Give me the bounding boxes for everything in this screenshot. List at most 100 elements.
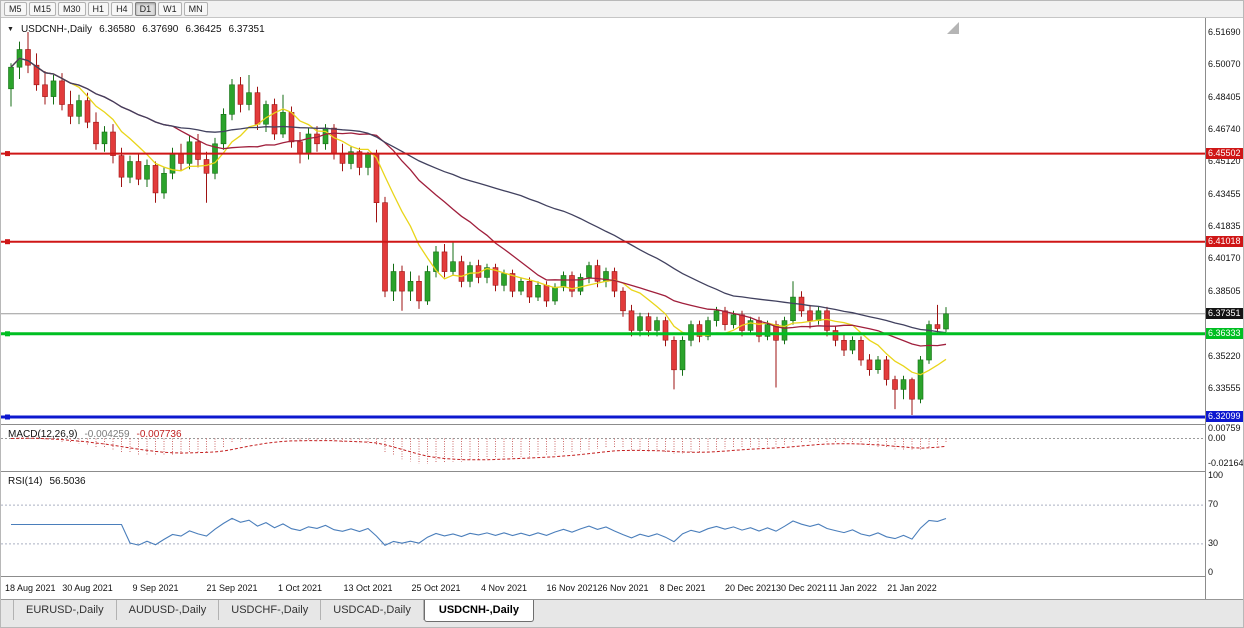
hline-handle[interactable] [5, 331, 10, 337]
candle [900, 375, 907, 400]
time-axis[interactable]: 18 Aug 2021 30 Aug 2021 9 Sep 2021 21 Sep 2… [1, 576, 1207, 599]
date-tick-label: 30 Aug 2021 [62, 583, 113, 593]
moving-average-line [10, 57, 947, 334]
candle [458, 255, 465, 288]
ohlc-open: 6.36580 [99, 24, 136, 35]
candle [858, 336, 864, 366]
price-tick-label: 6.48405 [1208, 91, 1241, 102]
price-tick-label: 6.41835 [1208, 220, 1241, 231]
symbol-dropdown-icon[interactable]: ▼ [7, 26, 14, 33]
chart-tab-usdcnhdaily[interactable]: USDCNH-,Daily [423, 600, 534, 622]
timeframe-button-h1[interactable]: H1 [87, 2, 110, 16]
chart-tab-usdcaddaily[interactable]: USDCAD-,Daily [321, 600, 424, 620]
macd-canvas[interactable] [1, 425, 1207, 471]
date-tick-label: 8 Dec 2021 [659, 583, 706, 593]
candle [203, 151, 210, 203]
macd-signal-line [10, 437, 947, 461]
candle [807, 304, 813, 329]
candle [399, 265, 405, 311]
chart-tab-audusddaily[interactable]: AUDUSD-,Daily [117, 600, 220, 620]
hline-handle[interactable] [5, 414, 10, 420]
candle [926, 320, 932, 364]
candle [875, 356, 881, 374]
price-tick-label: 6.46740 [1208, 124, 1241, 135]
candle [620, 287, 626, 317]
price-tick-label: 6.50070 [1208, 58, 1241, 69]
candle [246, 75, 252, 111]
candle [297, 132, 303, 164]
price-tick-label: 6.43455 [1208, 188, 1241, 199]
candle [849, 336, 856, 355]
chart-tab-usdchfdaily[interactable]: USDCHF-,Daily [219, 600, 322, 620]
scroll-shift-icon[interactable] [947, 22, 959, 34]
macd-scale-label: 0.00 [1208, 432, 1226, 443]
candle [220, 108, 227, 150]
date-tick-label: 26 Nov 2021 [597, 583, 649, 593]
chart-tab-eurusddaily[interactable]: EURUSD-,Daily [13, 600, 117, 620]
timeframe-button-d1[interactable]: D1 [134, 2, 157, 16]
chart-title-overlay: ▼ USDCNH-,Daily 6.36580 6.37690 6.36425 … [7, 24, 265, 35]
rsi-panel[interactable]: RSI(14) 56.5036 [1, 471, 1207, 576]
candle [450, 242, 456, 276]
timeframe-button-m30[interactable]: M30 [58, 2, 86, 16]
price-axis[interactable]: 6.51690 6.50070 6.48405 6.46740 6.45120 6.434… [1205, 18, 1243, 599]
candle [628, 304, 635, 337]
candle [781, 316, 788, 345]
candle [50, 75, 57, 105]
date-tick-label: 9 Sep 2021 [132, 583, 179, 593]
candle [237, 77, 244, 113]
date-tick-label: 20 Dec 2021 [724, 583, 777, 593]
candle [110, 124, 116, 164]
price-chart-panel[interactable]: ▼ USDCNH-,Daily 6.36580 6.37690 6.36425 … [1, 18, 1207, 424]
main-chart-canvas[interactable] [1, 18, 1207, 423]
macd-panel[interactable]: MACD(12,26,9) -0.004259 -0.007736 [1, 424, 1207, 471]
candle [934, 304, 941, 333]
price-tick-label: 6.45120 [1208, 156, 1241, 167]
timeframe-button-mn[interactable]: MN [183, 2, 208, 16]
candle [144, 159, 150, 187]
candle [696, 320, 703, 343]
candle [280, 94, 286, 138]
timeframe-button-w1[interactable]: W1 [158, 2, 182, 16]
date-tick-label: 1 Oct 2021 [277, 583, 323, 593]
price-tick-label: 6.38505 [1208, 286, 1241, 297]
rsi-scale-label: 0 [1208, 567, 1214, 577]
candle [484, 263, 490, 284]
chart-tabs-bar: EURUSD-,Daily AUDUSD-,Daily USDCHF-,Daily U… [1, 599, 1243, 627]
price-badge: 6.45502 [1206, 147, 1243, 159]
rsi-scale-label: 100 [1208, 470, 1224, 480]
candle [169, 147, 176, 180]
chart-symbol-label: USDCNH-,Daily [20, 24, 93, 35]
price-tick-label: 6.51690 [1208, 26, 1241, 37]
candle [390, 263, 397, 301]
rsi-canvas[interactable] [1, 472, 1207, 576]
candle [815, 306, 822, 325]
rsi-title: RSI(14) [8, 476, 43, 487]
candle [407, 271, 414, 301]
timeframe-button-h4[interactable]: H4 [111, 2, 133, 16]
timeframe-button-m5[interactable]: M5 [4, 2, 27, 16]
moving-average-line [10, 57, 947, 347]
rsi-value: 56.5036 [49, 476, 86, 487]
candle [509, 269, 516, 298]
hline-handle[interactable] [5, 151, 10, 157]
moving-average-line [10, 57, 947, 376]
candle [722, 306, 728, 331]
candle [212, 137, 218, 180]
candle [943, 307, 949, 332]
candle [569, 271, 575, 298]
candle [492, 263, 499, 292]
candle [909, 377, 915, 415]
candle [25, 32, 31, 74]
ohlc-close: 6.37351 [228, 24, 265, 35]
candle [824, 306, 830, 337]
candle [526, 277, 533, 303]
timeframe-button-m15[interactable]: M15 [28, 2, 57, 16]
date-tick-label: 25 Oct 2021 [411, 583, 461, 593]
candle [348, 145, 354, 170]
price-badge: 6.37351 [1206, 307, 1243, 319]
hline-handle[interactable] [5, 239, 10, 245]
candle [305, 128, 312, 160]
price-badge: 6.41018 [1206, 235, 1243, 247]
